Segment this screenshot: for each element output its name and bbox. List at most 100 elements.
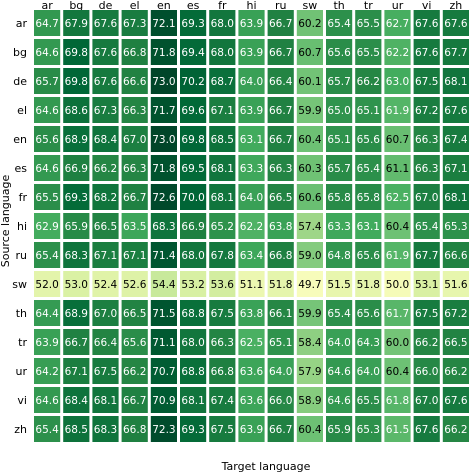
heatmap-cell-hi-zh <box>442 213 469 239</box>
heatmap-value-fr-ru: 66.5 <box>269 192 292 204</box>
heatmap-cell-zh-ru <box>267 416 294 442</box>
heatmap-cell-tr-de <box>92 329 119 355</box>
heatmap-cell-hi-ar <box>34 213 61 239</box>
heatmap-cell-sw-ar <box>34 271 61 297</box>
heatmap-cell-es-ru <box>267 155 294 181</box>
heatmap-cell-bg-vi <box>413 39 440 65</box>
heatmap-cell-ru-ru <box>267 242 294 268</box>
heatmap-value-es-bg: 66.9 <box>65 163 88 175</box>
heatmap-cell-ar-en <box>150 10 177 36</box>
heatmap-value-ur-ru: 64.0 <box>269 366 292 378</box>
x-tick-label-ur: ur <box>392 0 404 12</box>
heatmap-value-de-bg: 69.8 <box>65 76 88 88</box>
heatmap-value-zh-th: 65.9 <box>327 424 350 436</box>
heatmap-cell-vi-el <box>121 387 148 413</box>
heatmap-value-fr-ar: 65.5 <box>35 192 58 204</box>
heatmap-value-tr-ur: 60.0 <box>386 337 409 349</box>
heatmap-value-sw-fr: 53.6 <box>211 279 235 291</box>
heatmap-value-ur-ar: 64.2 <box>35 366 58 378</box>
heatmap-value-de-ur: 63.0 <box>386 76 409 88</box>
heatmap-cell-sw-ru <box>267 271 294 297</box>
heatmap-value-en-el: 67.0 <box>123 134 146 146</box>
heatmap-value-fr-es: 70.0 <box>181 192 204 204</box>
heatmap-value-zh-ar: 65.4 <box>35 424 59 436</box>
heatmap-cell-de-ur <box>384 68 411 94</box>
heatmap-value-hi-hi: 62.2 <box>240 221 263 233</box>
heatmap-cells: 64.7 67.9 67.6 67.3 72.1 69.3 68.0 63.9 66.7 60.2… <box>34 10 469 442</box>
heatmap-value-en-de: 68.4 <box>94 134 118 146</box>
heatmap-value-ur-el: 66.2 <box>123 366 146 378</box>
heatmap-cell-fr-de <box>92 184 119 210</box>
heatmap-value-ar-fr: 68.0 <box>211 18 234 30</box>
heatmap-cell-el-ru <box>267 97 294 123</box>
heatmap-cell-vi-es <box>180 387 207 413</box>
heatmap-cell-en-fr <box>209 126 236 152</box>
heatmap-cell-ur-en <box>150 358 177 384</box>
heatmap-cell-fr-ur <box>384 184 411 210</box>
heatmap-cell-sw-tr <box>355 271 382 297</box>
heatmap-cell-es-sw <box>296 155 323 181</box>
heatmap-value-de-fr: 68.7 <box>211 76 234 88</box>
heatmap-cell-hi-de <box>92 213 119 239</box>
heatmap-cell-en-es <box>180 126 207 152</box>
heatmap-cell-en-de <box>92 126 119 152</box>
heatmap-value-es-sw: 60.3 <box>298 163 321 175</box>
heatmap-cell-bg-tr <box>355 39 382 65</box>
heatmap-value-el-tr: 65.1 <box>357 105 380 117</box>
heatmap-value-sw-de: 52.4 <box>94 279 118 291</box>
heatmap-value-th-vi: 67.5 <box>415 308 438 320</box>
heatmap-cell-ur-ur <box>384 358 411 384</box>
heatmap-value-zh-hi: 63.9 <box>240 424 263 436</box>
heatmap-value-tr-bg: 66.7 <box>65 337 88 349</box>
y-tick-label-hi: hi <box>17 220 27 233</box>
heatmap-value-el-th: 65.0 <box>327 105 350 117</box>
heatmap-cell-ar-es <box>180 10 207 36</box>
heatmap-cell-de-bg <box>63 68 90 94</box>
heatmap-value-ru-ar: 65.4 <box>35 250 59 262</box>
heatmap-cell-es-tr <box>355 155 382 181</box>
heatmap-value-th-ar: 64.4 <box>35 308 59 320</box>
heatmap-cell-zh-vi <box>413 416 440 442</box>
heatmap-cell-fr-th <box>326 184 353 210</box>
y-tick-label-tr: tr <box>18 336 27 349</box>
heatmap-value-tr-ru: 65.1 <box>269 337 292 349</box>
heatmap-value-ar-tr: 65.5 <box>357 18 380 30</box>
heatmap-value-bg-th: 65.6 <box>327 47 351 59</box>
heatmap-cell-de-en <box>150 68 177 94</box>
heatmap-value-es-th: 65.7 <box>327 163 350 175</box>
heatmap-cell-es-hi <box>238 155 265 181</box>
heatmap-cell-fr-zh <box>442 184 469 210</box>
heatmap-cell-sw-ur <box>384 271 411 297</box>
heatmap-value-zh-es: 69.3 <box>181 424 204 436</box>
heatmap-value-vi-vi: 67.0 <box>415 395 438 407</box>
heatmap-cell-ur-th <box>326 358 353 384</box>
heatmap-value-fr-th: 65.8 <box>327 192 350 204</box>
heatmap-value-de-th: 65.7 <box>327 76 350 88</box>
heatmap-value-de-el: 66.6 <box>123 76 147 88</box>
heatmap-cell-ur-zh <box>442 358 469 384</box>
heatmap-value-ru-es: 68.0 <box>181 250 204 262</box>
y-tick-label-zh: zh <box>14 423 27 436</box>
heatmap-value-th-th: 65.4 <box>327 308 351 320</box>
heatmap-value-fr-bg: 69.3 <box>65 192 88 204</box>
heatmap-cell-fr-ar <box>34 184 61 210</box>
heatmap-cell-bg-ar <box>34 39 61 65</box>
heatmap-cell-el-hi <box>238 97 265 123</box>
heatmap-value-hi-zh: 65.3 <box>444 221 467 233</box>
heatmap-cell-bg-es <box>180 39 207 65</box>
heatmap-cell-bg-sw <box>296 39 323 65</box>
heatmap-value-vi-sw: 58.9 <box>298 395 321 407</box>
heatmap-value-ar-en: 72.1 <box>152 18 175 30</box>
heatmap-value-bg-zh: 67.7 <box>444 47 467 59</box>
heatmap-value-sw-el: 52.6 <box>123 279 147 291</box>
x-tick-label-ru: ru <box>275 0 287 12</box>
heatmap-cell-ru-vi <box>413 242 440 268</box>
heatmap-value-en-ru: 66.7 <box>269 134 292 146</box>
heatmap-cell-es-fr <box>209 155 236 181</box>
heatmap-cell-es-zh <box>442 155 469 181</box>
heatmap-cell-hi-bg <box>63 213 90 239</box>
heatmap-value-tr-de: 66.4 <box>94 337 118 349</box>
heatmap-cell-fr-bg <box>63 184 90 210</box>
heatmap-cell-es-vi <box>413 155 440 181</box>
heatmap-cell-el-es <box>180 97 207 123</box>
